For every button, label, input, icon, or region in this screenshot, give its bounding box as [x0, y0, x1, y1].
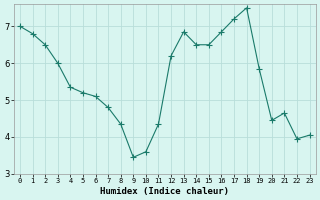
X-axis label: Humidex (Indice chaleur): Humidex (Indice chaleur) [100, 187, 229, 196]
